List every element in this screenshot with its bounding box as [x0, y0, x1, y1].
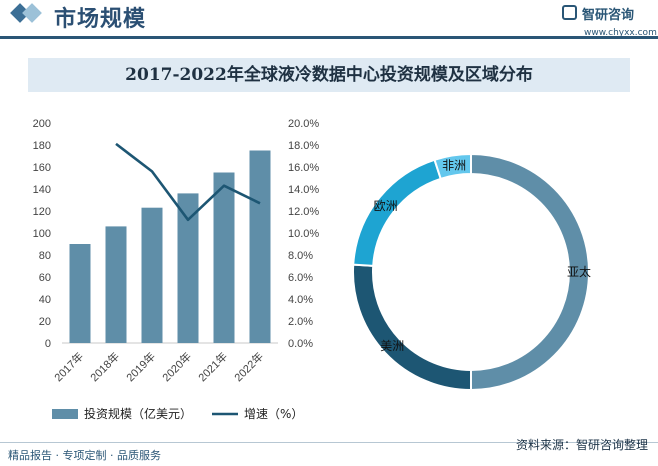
x-tick-label: 2021年 [195, 349, 230, 384]
y-right-tick-label: 0.0% [288, 338, 313, 350]
source-note: 资料来源：智研咨询整理 [515, 438, 648, 452]
donut-label: 欧洲 [374, 199, 398, 213]
y-left-tick-label: 0 [45, 338, 51, 350]
y-right-tick-label: 20.0% [288, 118, 319, 130]
x-tick-label: 2019年 [123, 349, 158, 384]
y-left-tick-label: 140 [33, 184, 51, 196]
y-left-tick-label: 60 [39, 272, 51, 284]
logo-icon [562, 5, 577, 20]
footer-tagline: 精品报告 · 专项定制 · 品质服务 [8, 449, 161, 462]
logo-url: www.chyxx.com [584, 28, 657, 38]
footer-divider [0, 442, 658, 443]
legend-label-bar: 投资规模（亿美元） [84, 406, 192, 421]
legend-label-line: 增速（%） [244, 407, 303, 421]
growth-rate-line [115, 142, 261, 222]
y-right-tick-label: 8.0% [288, 250, 313, 262]
donut-slice-非洲 [433, 152, 472, 181]
title-band [28, 58, 630, 92]
x-tick-label: 2018年 [87, 349, 122, 384]
legend-swatch-bar [52, 409, 78, 419]
y-left-tick-label: 180 [33, 140, 51, 152]
x-tick-label: 2020年 [159, 349, 194, 384]
x-tick-label: 2017年 [51, 349, 86, 384]
y-right-tick-label: 14.0% [288, 184, 319, 196]
bar-2022年 [249, 150, 271, 343]
donut-label: 美洲 [380, 339, 404, 353]
y-left-tick-label: 20 [39, 316, 51, 328]
header-divider [0, 36, 658, 39]
y-left-tick-label: 40 [39, 294, 51, 306]
x-tick-label: 2022年 [231, 349, 266, 384]
donut-slice-美洲 [352, 263, 472, 392]
chart-title: 2017-2022年全球液冷数据中心投资规模及区域分布 [125, 65, 533, 85]
y-left-tick-label: 120 [33, 206, 51, 218]
y-left-tick-label: 80 [39, 250, 51, 262]
y-right-tick-label: 10.0% [288, 228, 319, 240]
bar-2019年 [141, 207, 163, 343]
bar-2018年 [105, 226, 127, 343]
donut-label: 亚太 [567, 264, 591, 279]
bar-2017年 [69, 244, 91, 343]
donut-label: 非洲 [442, 158, 466, 172]
bar-2021年 [213, 172, 235, 343]
y-right-tick-label: 6.0% [288, 272, 313, 284]
y-right-tick-label: 2.0% [288, 316, 313, 328]
bar-2020年 [177, 193, 199, 343]
y-right-tick-label: 12.0% [288, 206, 319, 218]
section-title: 市场规模 [54, 7, 147, 32]
logo-name: 智研咨询 [582, 8, 635, 23]
y-left-tick-label: 160 [33, 162, 51, 174]
page-header: 市场规模 智研咨询 www.chyxx.com [0, 0, 658, 38]
y-right-tick-label: 4.0% [288, 294, 313, 306]
y-left-tick-label: 100 [33, 228, 51, 240]
y-left-tick-label: 200 [33, 118, 51, 130]
y-right-tick-label: 18.0% [288, 140, 319, 152]
y-right-tick-label: 16.0% [288, 162, 319, 174]
